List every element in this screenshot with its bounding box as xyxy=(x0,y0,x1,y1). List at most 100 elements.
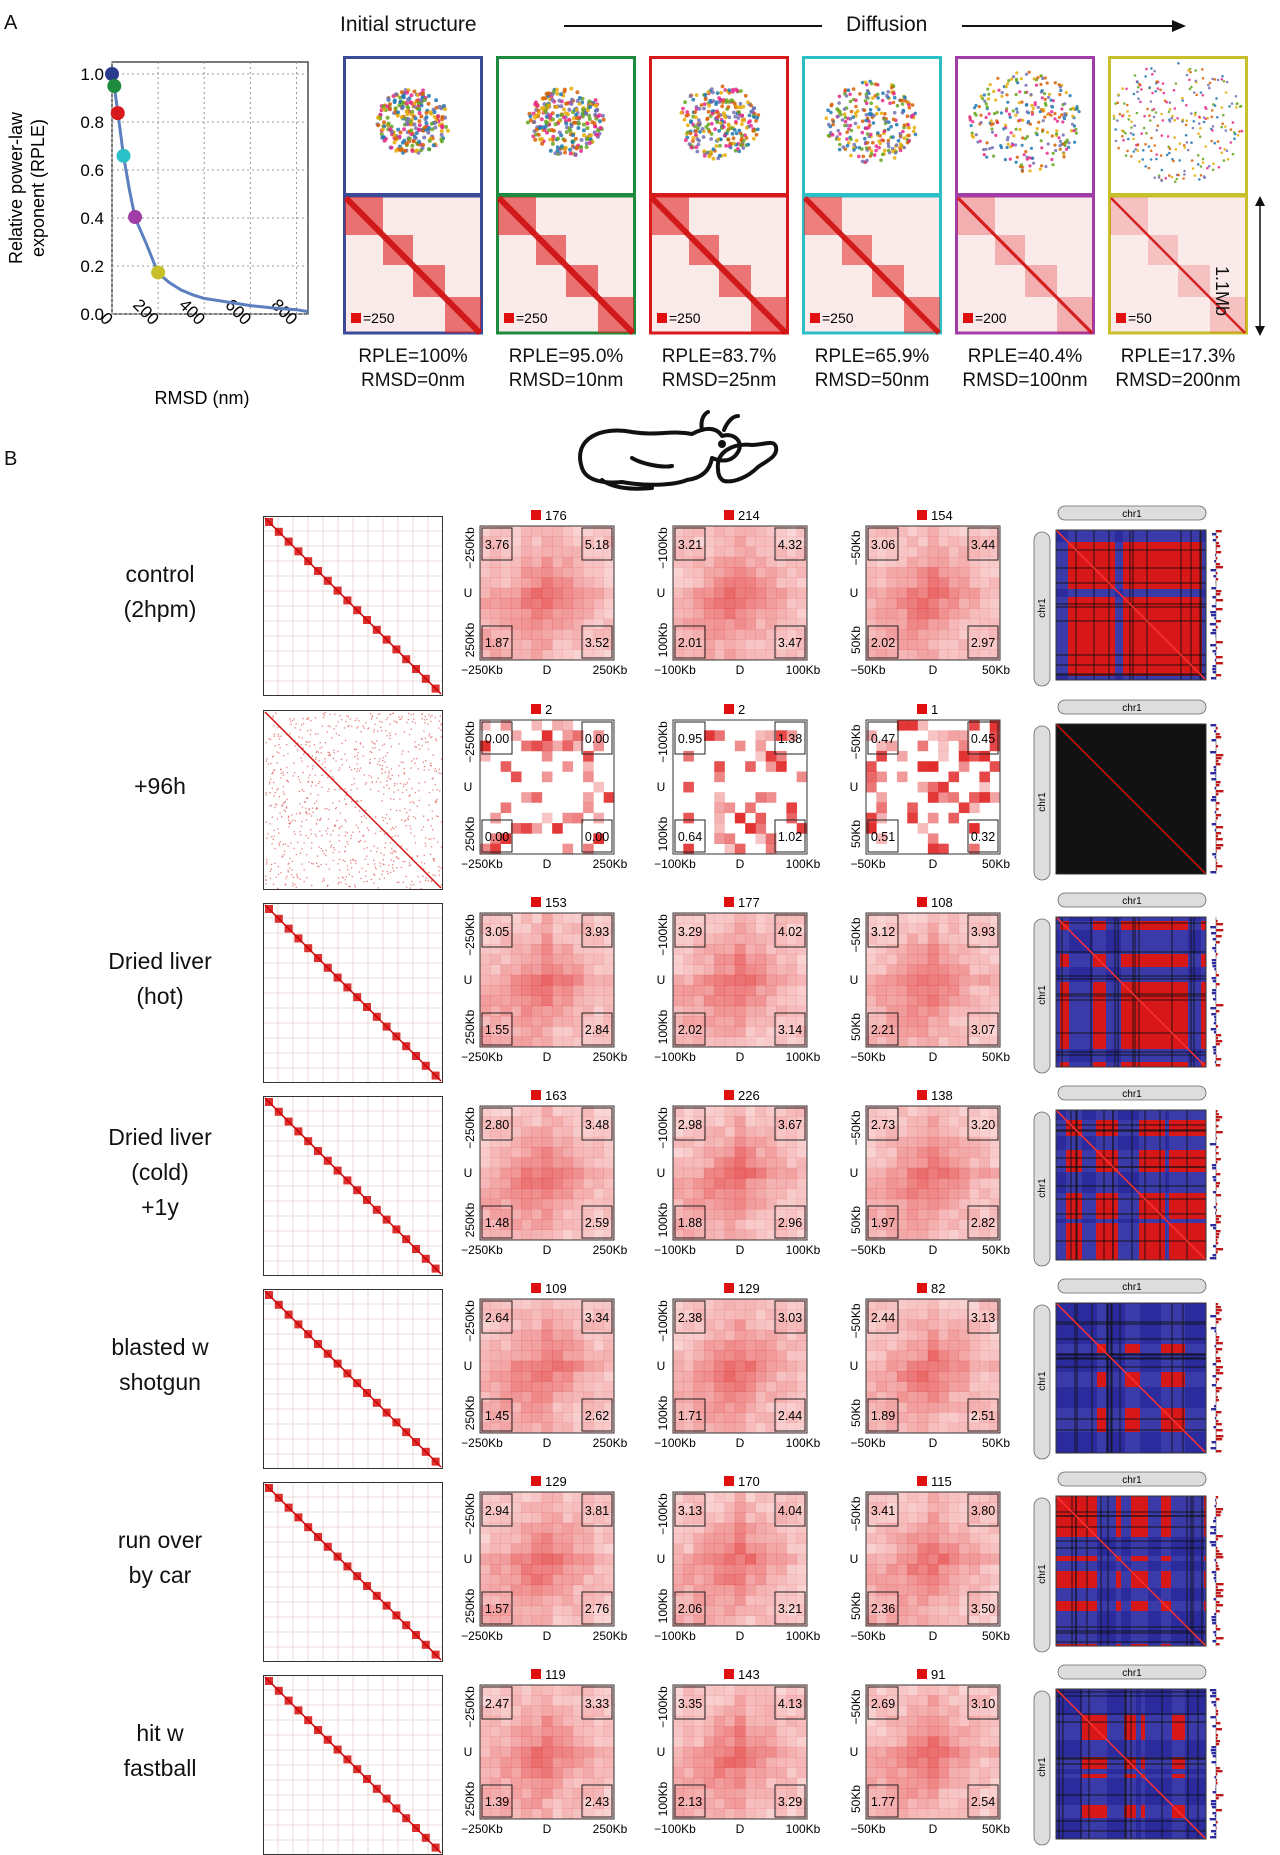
corner-value: 3.20 xyxy=(971,1118,995,1132)
pileup-max-value: 1 xyxy=(931,702,938,717)
corner-value: 1.77 xyxy=(871,1795,895,1809)
corner-value: 2.44 xyxy=(778,1409,802,1423)
pileup-x-right: 50Kb xyxy=(982,1629,1010,1643)
corner-value: 2.44 xyxy=(871,1311,895,1325)
pileup-x-right: 250Kb xyxy=(593,1050,628,1064)
corner-value: 2.69 xyxy=(871,1697,895,1711)
pileup-x-center: D xyxy=(929,1822,938,1836)
scale-value: =250 xyxy=(669,310,701,326)
corner-value: 2.13 xyxy=(678,1795,702,1809)
corner-value: 1.02 xyxy=(778,830,802,844)
condition-label-line: run over xyxy=(60,1523,260,1558)
eigenvector-track xyxy=(1210,1303,1223,1453)
pileup-y-top: −50Kb xyxy=(849,724,863,759)
pileup-max-value: 129 xyxy=(545,1474,567,1489)
corner-value: 2.84 xyxy=(585,1023,609,1037)
pileup-x-left: −100Kb xyxy=(654,1822,696,1836)
pileup-x-right: 250Kb xyxy=(593,1436,628,1450)
rple-marker xyxy=(105,67,119,81)
corner-value: 0.95 xyxy=(678,732,702,746)
rple-value: RPLE=83.7% xyxy=(639,345,799,368)
pileup-y-top: −100Kb xyxy=(656,1300,670,1342)
corner-value: 2.43 xyxy=(585,1795,609,1809)
pileup-x-right: 100Kb xyxy=(786,1243,821,1257)
scale-swatch xyxy=(504,313,514,323)
pileup-y-top: −100Kb xyxy=(656,914,670,956)
condition-label-line: Dried liver xyxy=(60,944,260,979)
pileup-x-right: 50Kb xyxy=(982,663,1010,677)
corner-value: 3.34 xyxy=(585,1311,609,1325)
panel-a-letter: A xyxy=(4,12,17,35)
chr-label-top: chr1 xyxy=(1122,1475,1142,1486)
pileup-swatch xyxy=(917,897,927,907)
pileup-y-mid: U xyxy=(850,780,859,794)
pileup-y-mid: U xyxy=(850,1359,859,1373)
corner-value: 0.45 xyxy=(971,732,995,746)
pileup-y-mid: U xyxy=(657,1359,666,1373)
corner-value: 3.07 xyxy=(971,1023,995,1037)
pileup-x-left: −250Kb xyxy=(461,663,503,677)
pileup-swatch xyxy=(531,1669,541,1679)
corner-value: 3.44 xyxy=(971,538,995,552)
pileup-x-center: D xyxy=(736,1243,745,1257)
pileup-y-top: −100Kb xyxy=(656,1107,670,1149)
pileup-x-left: −50Kb xyxy=(850,663,885,677)
eigenvector-track xyxy=(1210,1496,1224,1646)
corner-value: 1.38 xyxy=(778,732,802,746)
rmsd-value: RMSD=200nm xyxy=(1098,369,1258,392)
chr-label-left: chr1 xyxy=(1037,1371,1048,1391)
condition-label: control(2hpm) xyxy=(60,557,260,627)
pileup-y-mid: U xyxy=(850,973,859,987)
condition-label-line: +96h xyxy=(60,769,260,804)
pileup-y-top: −250Kb xyxy=(463,1493,477,1535)
corner-value: 0.00 xyxy=(485,830,509,844)
corner-value: 2.21 xyxy=(871,1023,895,1037)
pileup-y-mid: U xyxy=(464,1552,473,1566)
corner-value: 1.45 xyxy=(485,1409,509,1423)
pileup-swatch xyxy=(531,704,541,714)
pileup-x-left: −50Kb xyxy=(850,1822,885,1836)
rmsd-value: RMSD=25nm xyxy=(639,369,799,392)
eigenvector-track xyxy=(1210,724,1223,874)
pileup-max-value: 82 xyxy=(931,1281,945,1296)
eigenvector-track xyxy=(1210,1689,1224,1839)
rple-value: RPLE=100% xyxy=(333,345,493,368)
snapshot-panel: =250 xyxy=(496,56,636,340)
pileup-y-bottom: 250Kb xyxy=(463,622,477,657)
pileup-y-bottom: 100Kb xyxy=(656,1781,670,1816)
pileup-y-top: −250Kb xyxy=(463,1686,477,1728)
pileup-y-mid: U xyxy=(657,973,666,987)
pileup-x-center: D xyxy=(543,1243,552,1257)
x-tick-label: 200 xyxy=(129,295,162,328)
pileup-y-bottom: 250Kb xyxy=(463,1009,477,1044)
y-tick-label: 0.6 xyxy=(80,161,104,180)
pileup-x-right: 100Kb xyxy=(786,857,821,871)
pileup-y-top: −100Kb xyxy=(656,1493,670,1535)
pileup-max-value: 91 xyxy=(931,1667,945,1682)
chromosome-heatmap xyxy=(263,1675,443,1855)
pileup-x-center: D xyxy=(543,1050,552,1064)
x-tick-label: 800 xyxy=(268,295,301,328)
x-tick-label: 600 xyxy=(221,295,254,328)
scale-swatch xyxy=(657,313,667,323)
pileup-y-mid: U xyxy=(850,1166,859,1180)
rple-marker xyxy=(117,149,131,163)
condition-label-line: by car xyxy=(60,1558,260,1593)
pileup-x-right: 100Kb xyxy=(786,1822,821,1836)
corner-value: 1.88 xyxy=(678,1216,702,1230)
rple-value: RPLE=17.3% xyxy=(1098,345,1258,368)
pileup-x-center: D xyxy=(929,1629,938,1643)
pileup-y-top: −50Kb xyxy=(849,1110,863,1145)
chromosome-heatmap xyxy=(263,903,443,1083)
pileup-max-value: 109 xyxy=(545,1281,567,1296)
